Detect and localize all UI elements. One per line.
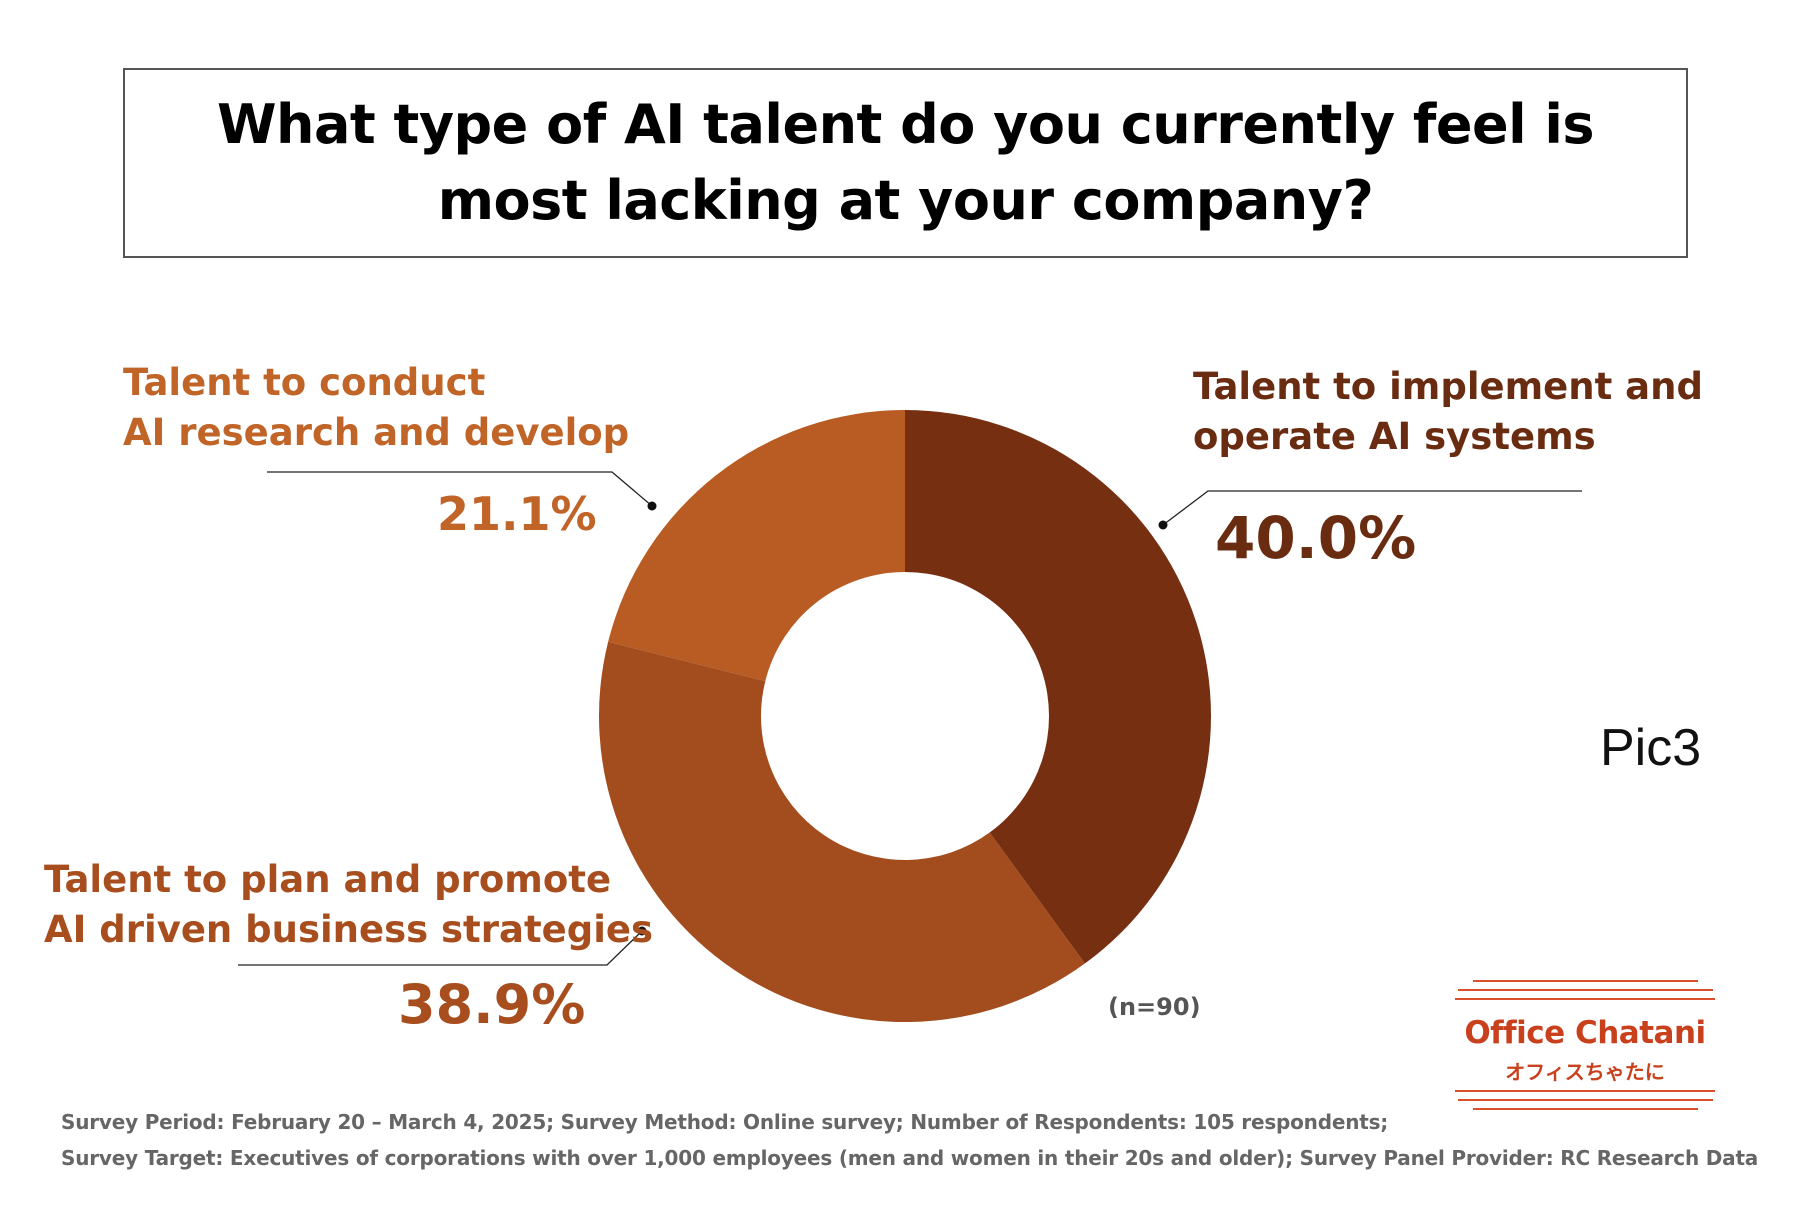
footnote-line-1: Survey Period: February 20 – March 4, 20… [61,1110,1389,1134]
chart-title: What type of AI talent do you currently … [216,93,1595,232]
logo-subtitle: オフィスちゃたに [1505,1060,1665,1084]
pic-label: Pic3 [1600,719,1702,777]
leader-dot-strategy [637,926,647,936]
logo-name: Office Chatani [1464,1015,1706,1051]
leader-dot-research [647,501,657,511]
office-chatani-logo: Office Chatani オフィスちゃたに [1455,980,1715,1115]
slice-name-research: Talent to conduct AI research and develo… [123,361,630,454]
slice-implement [905,410,1211,964]
chart-title-box: What type of AI talent do you currently … [123,68,1688,258]
slice-value-research: 21.1% [437,487,597,541]
slice-value-implement: 40.0% [1215,504,1417,572]
logo-rule [1458,1099,1713,1101]
sample-size-note: (n=90) [1108,993,1201,1021]
slice-strategy [598,641,1085,1023]
footnote-line-2: Survey Target: Executives of corporation… [61,1146,1759,1170]
slice-name-strategy: Talent to plan and promote AI driven bus… [44,858,654,951]
leader-dot-implement [1158,520,1168,530]
leader-line-research [267,471,653,507]
logo-rule [1458,989,1713,991]
logo-rule [1455,998,1715,1000]
slice-value-strategy: 38.9% [398,973,586,1036]
leader-line-implement [1162,490,1582,526]
slice-name-implement: Talent to implement and operate AI syste… [1193,365,1703,458]
leader-line-strategy [238,930,643,966]
logo-rule [1455,1090,1715,1092]
logo-rule [1473,980,1698,982]
logo-rule [1473,1108,1698,1110]
slice-research [608,410,905,682]
